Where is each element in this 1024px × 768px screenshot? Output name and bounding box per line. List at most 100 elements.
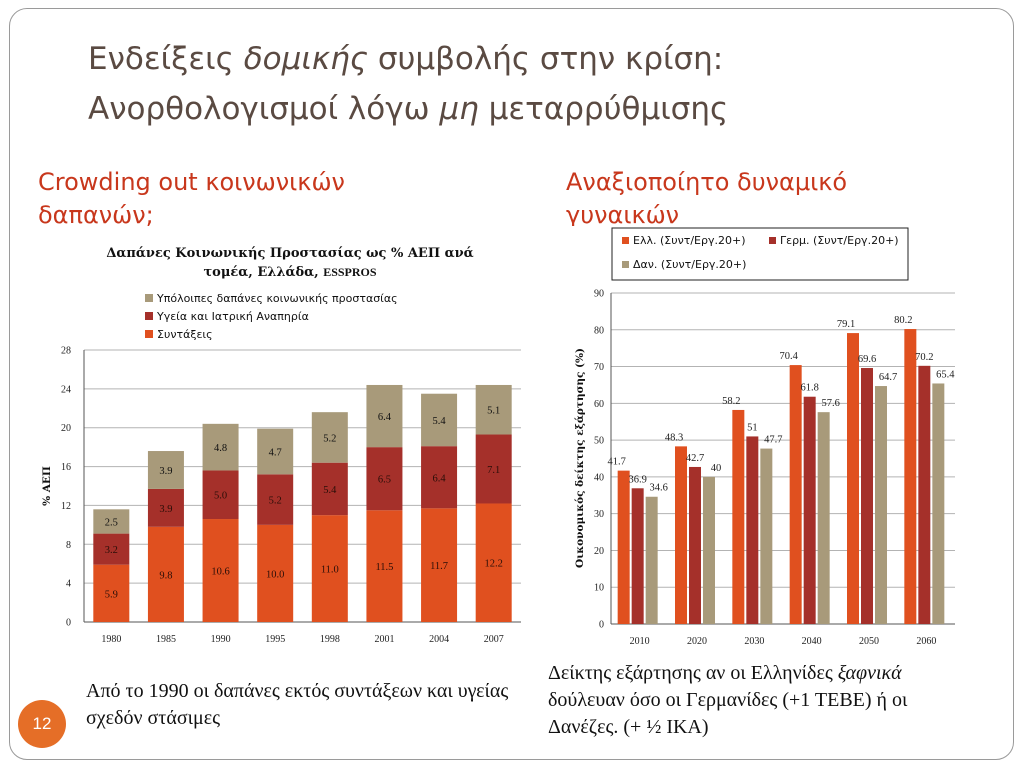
legend-swatch	[622, 261, 629, 268]
bar-segment	[147, 488, 184, 527]
bar	[617, 470, 630, 624]
data-label: 64.7	[879, 372, 897, 383]
caption-text: δούλευαν όσο οι Γερμανίδες (+1 ΤΕΒΕ) ή ο…	[548, 689, 908, 738]
data-label: 36.9	[628, 474, 646, 485]
bar-segment	[257, 524, 294, 622]
bar-segment	[93, 564, 130, 622]
bar-segment	[421, 446, 458, 509]
y-tick-label: 20	[61, 423, 71, 434]
bar-segment	[475, 384, 512, 435]
bar-segment	[421, 393, 458, 447]
x-tick-label: 1995	[265, 634, 285, 645]
left-caption: Από το 1990 οι δαπάνες εκτός συντάξεων κ…	[86, 680, 509, 729]
bar	[861, 368, 873, 624]
title-text: μεταρρύθμισης	[478, 91, 729, 127]
y-tick-label: 16	[61, 462, 71, 473]
legend-label: Συντάξεις	[157, 328, 213, 341]
legend-label: Ελλ. (Συντ/Εργ.20+)	[633, 234, 746, 247]
x-tick-label: 2060	[916, 636, 936, 647]
chart-title: τομέα, Ελλάδα, ESSPROS	[203, 265, 376, 280]
caption-emphasis: ξαφνικά	[837, 662, 902, 684]
legend-label: Δαν. (Συντ/Εργ.20+)	[633, 258, 746, 271]
bar	[847, 333, 859, 624]
legend-box	[611, 227, 909, 281]
legend-swatch	[622, 237, 629, 244]
title-text: Ανορθολογισμοί λόγω	[88, 91, 440, 127]
bar-segment	[93, 509, 130, 534]
data-label: 51	[747, 422, 758, 433]
data-label: 9.8	[159, 570, 172, 581]
bar	[904, 329, 917, 624]
data-label: 5.4	[433, 416, 447, 427]
title-text: συμβολής στην κρίση:	[367, 41, 724, 77]
data-label: 65.4	[936, 369, 955, 380]
bar-segment	[475, 503, 512, 622]
data-label: 5.1	[487, 406, 500, 417]
data-label: 10.0	[266, 569, 284, 580]
data-label: 48.3	[665, 432, 683, 443]
title-emphasis: δομικής	[243, 41, 368, 77]
x-tick-label: 2030	[744, 636, 764, 647]
bar-segment	[257, 428, 294, 475]
x-tick-label: 1985	[156, 634, 176, 645]
caption-text: Δείκτης εξάρτησης αν οι Ελληνίδες	[548, 662, 838, 684]
data-label: 12.2	[485, 559, 503, 570]
slide-title: Ενδείξεις δομικής συμβολής στην κρίση: Α…	[88, 34, 968, 134]
bar-segment	[366, 510, 403, 622]
y-tick-label: 8	[66, 540, 71, 551]
bar-segment	[202, 470, 239, 520]
title-line-1: Ενδείξεις δομικής συμβολής στην κρίση:	[88, 34, 968, 84]
right-heading: Αναξιοποίητο δυναμικό γυναικών	[566, 168, 848, 226]
y-tick-label: 20	[594, 546, 604, 557]
bar-segment	[366, 384, 403, 448]
y-tick-label: 10	[594, 583, 604, 594]
title-text: Ενδείξεις	[88, 41, 244, 77]
data-label: 5.0	[214, 491, 227, 502]
bar-segment	[257, 474, 294, 525]
right-caption: Δείκτης εξάρτησης αν οι Ελληνίδες ξαφνικ…	[548, 660, 968, 741]
data-label: 70.4	[779, 351, 798, 362]
y-tick-label: 80	[594, 325, 604, 336]
data-label: 57.6	[821, 398, 839, 409]
data-label: 10.6	[211, 567, 229, 578]
data-label: 11.7	[430, 561, 448, 572]
y-tick-label: 60	[594, 399, 604, 410]
title-line-2: Ανορθολογισμοί λόγω μη μεταρρύθμισης	[88, 84, 968, 134]
y-tick-label: 4	[66, 579, 71, 590]
bar-segment	[93, 533, 130, 565]
y-tick-label: 24	[61, 384, 71, 395]
chart-source: ESSPROS	[323, 265, 377, 279]
bar-segment	[475, 434, 512, 504]
bar	[918, 365, 931, 624]
bar	[689, 466, 701, 624]
bar	[932, 383, 945, 624]
data-label: 41.7	[607, 457, 625, 468]
bar	[760, 448, 773, 624]
bar-segment	[311, 462, 348, 516]
x-tick-label: 1990	[211, 634, 231, 645]
bar-segment	[311, 412, 348, 463]
y-tick-label: 28	[61, 346, 71, 357]
data-label: 6.5	[378, 475, 391, 486]
x-tick-label: 1980	[101, 634, 121, 645]
x-tick-label: 2004	[429, 634, 449, 645]
data-label: 5.2	[323, 433, 336, 444]
legend-label: Υπόλοιπες δαπάνες κοινωνικής προστασίας	[156, 292, 398, 305]
bar	[817, 412, 830, 624]
data-label: 3.2	[105, 545, 118, 556]
data-label: 58.2	[722, 396, 740, 407]
legend-swatch	[145, 330, 153, 338]
legend-swatch	[145, 294, 153, 302]
data-label: 70.2	[915, 352, 933, 363]
x-tick-label: 1998	[320, 634, 340, 645]
bar-segment	[421, 508, 458, 622]
left-heading: Crowding out κοινωνικών δαπανών;	[38, 168, 345, 229]
legend-label: Γερμ. (Συντ/Εργ.20+)	[780, 234, 899, 247]
y-tick-label: 50	[594, 436, 604, 447]
data-label: 11.5	[375, 562, 393, 573]
title-emphasis: μη	[439, 91, 479, 127]
chart-title: Δαπάνες Κοινωνικής Προστασίας ως % ΑΕΠ α…	[106, 246, 473, 261]
data-label: 2.5	[105, 517, 118, 528]
data-label: 7.1	[487, 465, 500, 476]
